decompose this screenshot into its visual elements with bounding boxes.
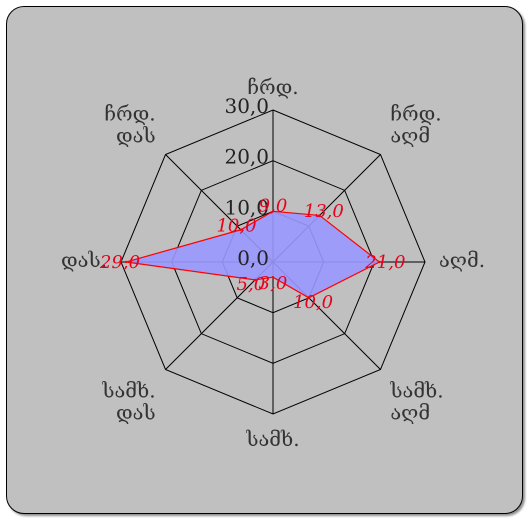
data-label: 29,0 xyxy=(99,252,140,273)
r-tick-label: 10,0 xyxy=(224,195,269,219)
data-point-0 xyxy=(271,210,275,213)
data-label: 10,0 xyxy=(293,292,333,313)
category-label: ჩრდ. xyxy=(247,75,298,99)
category-label: სამხ. xyxy=(245,427,299,451)
radial-tick-labels: 0,0 10,0 20,0 30,0 xyxy=(224,94,269,270)
r-tick-label: 0,0 xyxy=(237,246,269,270)
data-label: 5,0 xyxy=(237,274,266,295)
category-label: სამხ. დას xyxy=(101,378,155,424)
data-label: 10,0 xyxy=(216,216,256,237)
data-point-2 xyxy=(378,260,381,264)
data-label: 3,0 xyxy=(259,273,288,294)
data-point-5 xyxy=(253,278,257,282)
category-label: დას. xyxy=(61,248,107,272)
data-point-3 xyxy=(307,296,311,300)
category-label: აღმ. xyxy=(439,248,485,272)
data-label: 9,0 xyxy=(259,195,288,216)
data-point-6 xyxy=(124,260,128,264)
data-label: 21,0 xyxy=(364,252,405,273)
category-label: ჩრდ. აღმ xyxy=(390,102,441,148)
data-label: 13,0 xyxy=(304,201,344,222)
r-tick-label: 20,0 xyxy=(224,145,269,169)
category-labels: ჩრდ. ჩრდ. აღმ აღმ. სამხ. აღმ სამხ. სამხ. დას დას.… xyxy=(61,75,485,451)
data-point-1 xyxy=(318,214,321,217)
data-labels: 9,0 13,021,010,03,05,029,010,0 xyxy=(99,195,405,313)
category-label: სამხ. აღმ xyxy=(389,378,443,424)
r-tick-label: 30,0 xyxy=(224,94,269,118)
category-label: ჩრდ. დას xyxy=(104,102,155,148)
radar-series xyxy=(124,210,381,300)
data-point-4 xyxy=(271,276,275,279)
data-point-7 xyxy=(239,228,242,231)
